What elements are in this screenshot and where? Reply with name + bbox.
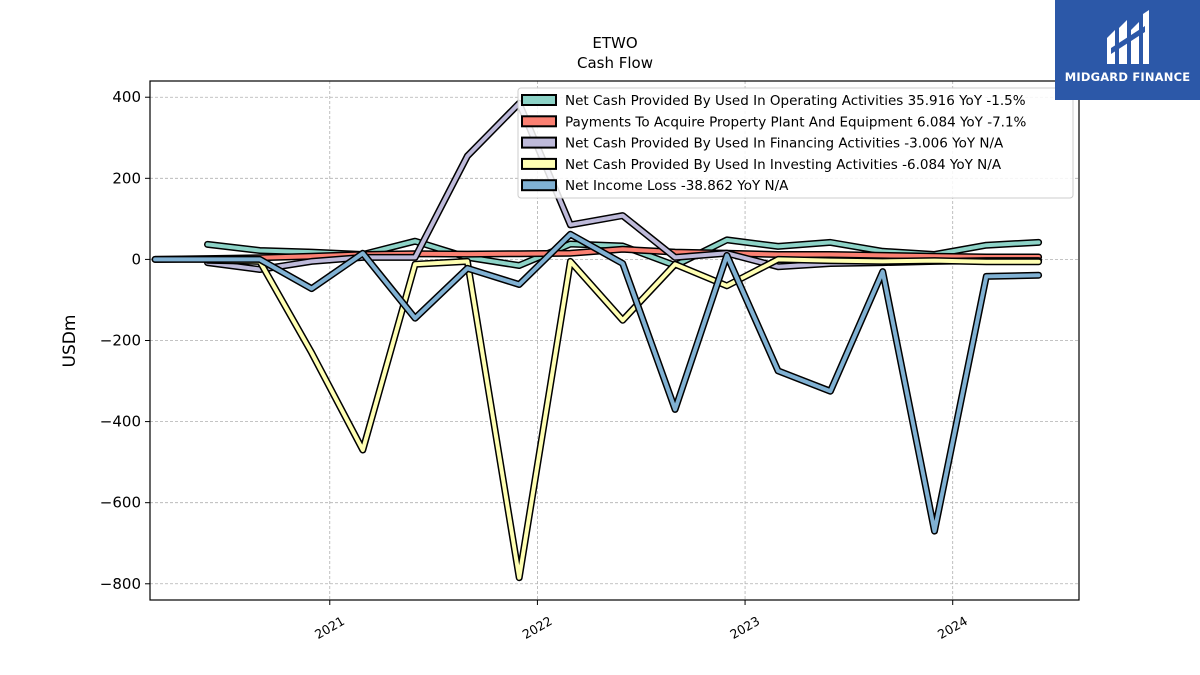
x-tick-label: 2021 <box>312 613 347 642</box>
chart-title: ETWO <box>592 34 637 52</box>
legend-swatch <box>521 115 557 128</box>
y-tick-label: 200 <box>112 169 141 187</box>
y-tick-label: −400 <box>100 413 141 431</box>
series-line <box>153 232 1041 534</box>
brand-logo: MIDGARD FINANCE <box>1055 0 1200 100</box>
brand-name: MIDGARD FINANCE <box>1064 70 1191 84</box>
x-tick-label: 2023 <box>727 613 762 642</box>
y-tick-label: −600 <box>100 494 141 512</box>
legend-label: Net Cash Provided By Used In Investing A… <box>565 157 1002 173</box>
legend-swatch <box>521 157 557 170</box>
legend-label: Net Income Loss -38.862 YoY N/A <box>565 178 789 194</box>
legend: Net Cash Provided By Used In Operating A… <box>517 87 1074 199</box>
legend-swatch <box>521 179 557 192</box>
legend-label: Payments To Acquire Property Plant And E… <box>565 114 1027 130</box>
x-axis-ticks: 2021 2022 2023 2024 <box>312 600 970 642</box>
series-layer <box>151 99 1043 582</box>
midgard-logo-icon <box>1107 10 1149 64</box>
y-tick-label: 0 <box>131 250 141 268</box>
legend-label: Net Cash Provided By Used In Operating A… <box>565 93 1026 109</box>
y-tick-label: −200 <box>100 332 141 350</box>
x-tick-label: 2022 <box>520 613 555 642</box>
y-axis-label: USDm <box>60 315 80 368</box>
x-tick-label: 2024 <box>935 613 970 642</box>
legend-swatch <box>521 94 557 106</box>
chart-subtitle: Cash Flow <box>577 54 653 72</box>
legend-label: Net Cash Provided By Used In Financing A… <box>565 136 1004 152</box>
legend-swatch <box>521 136 557 149</box>
series-line <box>205 257 1041 580</box>
y-axis-ticks: 400 200 0 −200 −400 −600 −800 <box>100 88 150 593</box>
legend-box <box>517 87 1074 199</box>
y-tick-label: 400 <box>112 88 141 106</box>
y-tick-label: −800 <box>100 575 141 593</box>
